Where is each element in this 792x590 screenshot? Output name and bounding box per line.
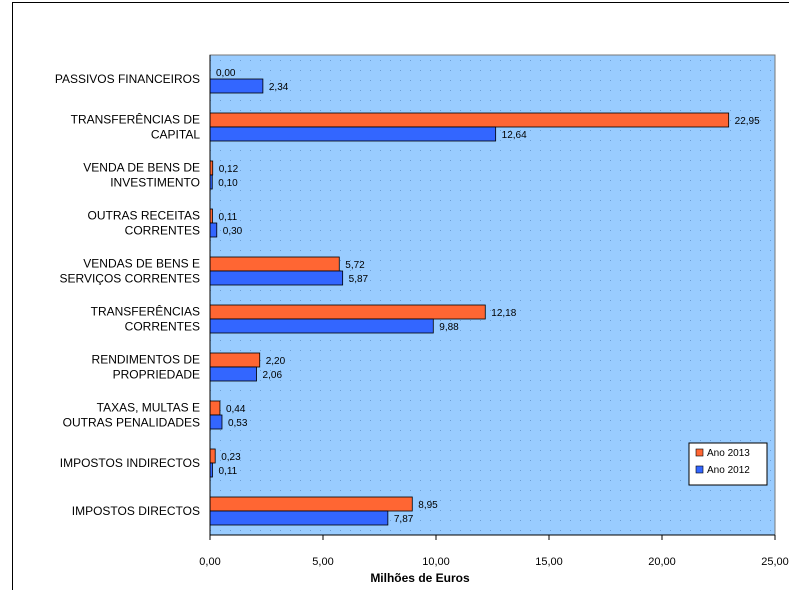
category-label-line: CAPITAL bbox=[151, 128, 200, 142]
category-label-line: CORRENTES bbox=[125, 224, 200, 238]
value-label-2013: 0,44 bbox=[226, 404, 246, 415]
value-label-2012: 0,30 bbox=[223, 226, 243, 237]
category-label: TAXAS, MULTAS E OUTRAS PENALIDADES bbox=[63, 401, 200, 430]
value-label-2012: 5,87 bbox=[349, 274, 369, 285]
value-label-2012: 0,53 bbox=[228, 418, 248, 429]
x-axis-title: Milhões de Euros bbox=[370, 571, 470, 585]
value-label-2012: 2,06 bbox=[263, 370, 283, 381]
value-label-2013: 8,95 bbox=[418, 500, 438, 511]
legend-swatch bbox=[695, 448, 704, 457]
category-label-line: TRANSFERÊNCIAS DE bbox=[71, 112, 200, 127]
value-label-2013: 0,23 bbox=[221, 452, 241, 463]
value-label-2013: 2,20 bbox=[266, 356, 286, 367]
value-label-2012: 12,64 bbox=[502, 130, 527, 141]
bar-2012 bbox=[209, 366, 257, 382]
category-label: TRANSFERÊNCIAS CORRENTES bbox=[91, 304, 200, 334]
category-label-line: TAXAS, MULTAS E bbox=[97, 401, 200, 415]
category-label-line: SERVIÇOS CORRENTES bbox=[60, 272, 200, 286]
x-tick-label: 15,00 bbox=[535, 556, 563, 568]
bar-2012 bbox=[209, 318, 434, 334]
value-label-2012: 2,34 bbox=[269, 82, 289, 93]
category-label-line: PASSIVOS FINANCEIROS bbox=[55, 72, 200, 86]
bar-2013 bbox=[209, 256, 340, 272]
bar-2012 bbox=[209, 414, 223, 430]
bar-2013 bbox=[209, 400, 221, 416]
value-label-2013: 22,95 bbox=[735, 116, 760, 127]
category-label: TRANSFERÊNCIAS DE CAPITAL bbox=[71, 112, 201, 142]
chart-frame bbox=[12, 2, 789, 590]
category-label: OUTRAS RECEITAS CORRENTES bbox=[88, 209, 200, 238]
category-label: IMPOSTOS INDIRECTOS bbox=[60, 456, 200, 470]
category-label-line: IMPOSTOS INDIRECTOS bbox=[60, 456, 200, 470]
category-label-line: OUTRAS RECEITAS bbox=[88, 209, 200, 223]
bar-2013 bbox=[209, 496, 413, 512]
x-tick-label: 20,00 bbox=[648, 556, 676, 568]
category-label: RENDIMENTOS DE PROPRIEDADE bbox=[92, 353, 200, 382]
category-label: VENDAS DE BENS E SERVIÇOS CORRENTES bbox=[60, 257, 200, 286]
x-tick-label: 5,00 bbox=[312, 556, 333, 568]
category-label-line: TRANSFERÊNCIAS bbox=[91, 304, 200, 319]
category-label: VENDA DE BENS DE INVESTIMENTO bbox=[83, 161, 200, 190]
value-label-2013: 5,72 bbox=[345, 260, 365, 271]
value-label-2012: 9,88 bbox=[439, 322, 459, 333]
category-label-line: CORRENTES bbox=[125, 320, 200, 334]
category-label-line: OUTRAS PENALIDADES bbox=[63, 416, 200, 430]
value-label-2013: 12,18 bbox=[491, 308, 516, 319]
value-label-2013: 0,12 bbox=[219, 164, 239, 175]
category-label-line: PROPRIEDADE bbox=[113, 368, 200, 382]
category-label-line: VENDA DE BENS DE bbox=[83, 161, 200, 175]
category-label-line: VENDAS DE BENS E bbox=[83, 257, 200, 271]
bar-2013 bbox=[209, 352, 261, 368]
value-label-2012: 7,87 bbox=[394, 514, 414, 525]
bar-2012 bbox=[209, 78, 264, 94]
value-label-2013: 0,00 bbox=[216, 68, 236, 79]
legend-entry: Ano 2012 bbox=[707, 465, 750, 476]
bar-2013 bbox=[209, 304, 486, 320]
bar-2013 bbox=[209, 112, 730, 128]
value-label-2013: 0,11 bbox=[218, 212, 237, 223]
value-label-2012: 0,11 bbox=[218, 466, 237, 477]
category-label: IMPOSTOS DIRECTOS bbox=[72, 504, 200, 518]
legend-entry: Ano 2013 bbox=[707, 448, 750, 459]
x-tick-label: 0,00 bbox=[199, 556, 220, 568]
value-label-2012: 0,10 bbox=[218, 178, 238, 189]
category-label: PASSIVOS FINANCEIROS bbox=[55, 72, 200, 86]
category-label-line: RENDIMENTOS DE bbox=[92, 353, 200, 367]
bar-2012 bbox=[209, 126, 497, 142]
x-tick-label: 10,00 bbox=[422, 556, 450, 568]
legend-swatch bbox=[695, 465, 704, 474]
category-label-line: IMPOSTOS DIRECTOS bbox=[72, 504, 200, 518]
x-tick-label: 25,00 bbox=[761, 556, 789, 568]
bar-2012 bbox=[209, 510, 389, 526]
bar-2013 bbox=[209, 448, 216, 464]
bar-2012 bbox=[209, 270, 344, 286]
category-label-line: INVESTIMENTO bbox=[110, 176, 200, 190]
bar-2012 bbox=[209, 222, 218, 238]
